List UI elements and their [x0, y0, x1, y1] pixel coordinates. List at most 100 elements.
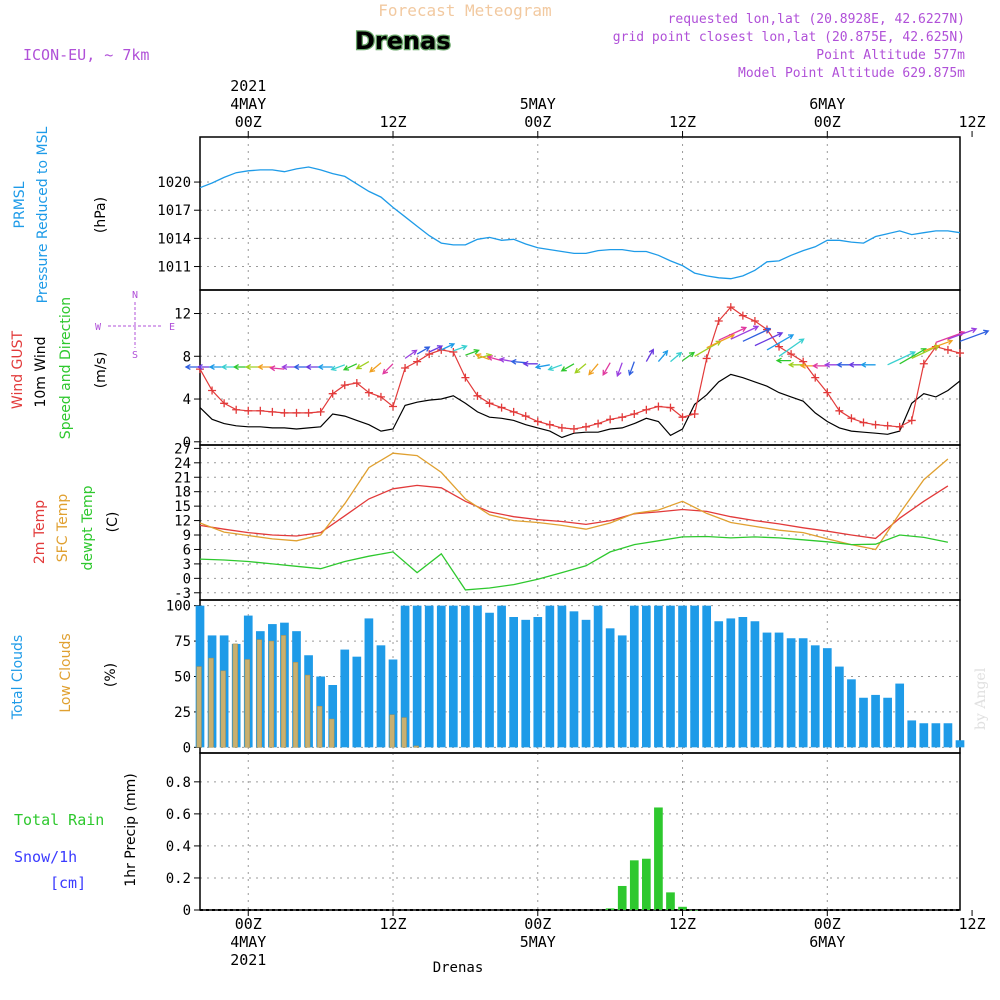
total-cloud-bar	[726, 618, 736, 748]
wind-direction-arrow	[706, 334, 736, 349]
point-altitude: Point Altitude 577m	[816, 48, 965, 63]
total-cloud-bar	[364, 618, 374, 748]
gust-marker	[280, 408, 289, 417]
total-cloud-bar	[545, 605, 555, 748]
total-cloud-bar	[907, 720, 917, 748]
total-cloud-bar	[943, 723, 953, 748]
gust-marker	[256, 406, 265, 415]
total-cloud-bar	[605, 628, 615, 748]
total-cloud-bar	[436, 605, 446, 748]
product-title: Forecast Meteogram	[378, 1, 551, 20]
total-cloud-bar	[750, 621, 760, 748]
wind-direction-arrow	[441, 342, 456, 351]
total-cloud-bar	[714, 621, 724, 748]
wind-direction-arrow	[645, 348, 654, 362]
compass-rose-icon: N W E S	[95, 290, 175, 361]
wind-direction-arrow	[369, 362, 382, 373]
wind-direction-arrow	[602, 362, 611, 376]
y-tick-label: 1011	[157, 260, 191, 276]
wind-gust-line	[199, 306, 961, 430]
gust-marker	[642, 405, 651, 414]
low-cloud-bar	[413, 745, 419, 748]
low-cloud-bar	[220, 670, 226, 748]
total-cloud-bar	[883, 697, 892, 748]
total-cloud-bar	[871, 694, 880, 748]
gust-marker	[690, 410, 699, 418]
gust-marker	[449, 348, 458, 356]
gust-marker	[618, 413, 627, 422]
total-cloud-bar	[424, 605, 434, 748]
snow-label: Snow/1h	[14, 848, 77, 866]
wind-direction-arrow	[547, 364, 563, 372]
total-cloud-bar	[629, 605, 639, 748]
total-cloud-bar	[822, 648, 832, 748]
model-name: ICON-EU, ~ 7km	[23, 46, 149, 64]
wind-direction-arrow	[257, 364, 273, 370]
requested-coords: requested lon,lat (20.8928E, 42.6227N)	[668, 12, 965, 27]
clouds-unit: (%)	[103, 663, 119, 687]
gust-marker	[220, 399, 229, 408]
x-tick-label: 2021	[230, 77, 266, 95]
total-cloud-bar	[931, 723, 941, 748]
x-tick-label: 2021	[230, 951, 266, 969]
wind-direction-arrow	[947, 327, 978, 340]
wind-direction-arrow	[778, 338, 805, 357]
wind-direction-arrow	[475, 353, 490, 361]
gust-marker	[328, 389, 337, 398]
y-tick-label: 0.6	[166, 807, 191, 823]
gust-marker	[364, 388, 373, 397]
compass-w: W	[95, 322, 102, 333]
y-tick-label: 8	[183, 349, 191, 365]
x-tick-label: 12Z	[959, 113, 986, 131]
gust-marker	[461, 373, 470, 382]
total-cloud-bar	[557, 605, 567, 748]
gust-marker	[545, 420, 554, 429]
pressure-label-1: PRMSL	[12, 181, 28, 228]
total-cloud-bar	[376, 645, 386, 748]
y-tick-label: 18	[174, 485, 191, 501]
wind-direction-arrow	[682, 351, 696, 362]
y-tick-label: 25	[174, 705, 191, 721]
gust-marker	[208, 386, 217, 395]
wind-direction-arrow	[670, 351, 683, 363]
location-title-shadow: Drenas	[355, 27, 451, 55]
gust-marker	[352, 379, 361, 387]
total-cloud-bar	[666, 605, 675, 748]
y-tick-label: 3	[183, 557, 191, 573]
wind-direction-arrow	[317, 364, 333, 370]
gust-marker	[533, 417, 542, 426]
gust-marker	[292, 408, 301, 417]
total-cloud-bar	[702, 605, 712, 748]
gust-marker	[316, 407, 325, 416]
y-tick-label: 0.8	[166, 775, 191, 791]
gust-marker	[702, 354, 711, 363]
wind-direction-arrow	[574, 363, 587, 374]
wind-direction-arrow	[588, 363, 599, 376]
gust-marker	[956, 349, 964, 358]
total-cloud-bar	[593, 605, 603, 748]
wind-10m-label: 10m Wind	[33, 336, 49, 407]
gust-marker	[376, 392, 385, 401]
x-tick-label: 12Z	[669, 915, 696, 933]
total-cloud-bar	[690, 605, 699, 748]
y-tick-label: 1020	[157, 175, 191, 191]
wind-direction-arrow	[860, 361, 876, 368]
wind-gust-label: Wind GUST	[10, 330, 26, 409]
total-cloud-bar	[642, 605, 651, 748]
gust-marker	[413, 357, 422, 366]
gust-marker	[630, 410, 639, 418]
total-clouds-label: Total Clouds	[10, 635, 26, 720]
total-cloud-bar	[412, 605, 422, 748]
wind-direction-arrow	[330, 364, 346, 372]
gust-marker	[859, 418, 868, 427]
wind-direction-arrow	[787, 361, 804, 368]
total-cloud-bar	[774, 632, 784, 748]
total-cloud-bar	[798, 638, 808, 748]
wind-direction-arrow	[510, 358, 526, 365]
total-cloud-bar	[340, 649, 350, 748]
x-tick-label: 00Z	[235, 113, 262, 131]
panel-4-grid: 0 0.2 0.4 0.6 0.8	[166, 752, 961, 919]
temp-dewpt-line	[199, 534, 949, 591]
wind-unit: (m/s)	[93, 352, 109, 389]
total-cloud-bar	[461, 605, 470, 748]
